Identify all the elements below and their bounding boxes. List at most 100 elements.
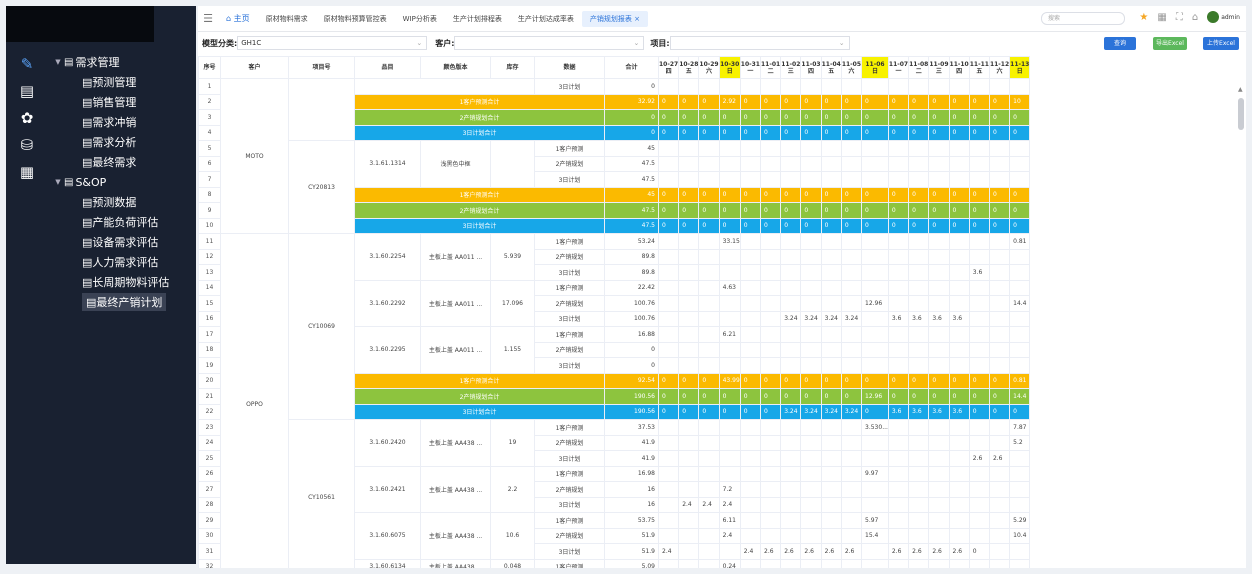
date-cell[interactable] [678, 481, 700, 498]
tab-0[interactable]: ⌂ 主页 [218, 13, 258, 24]
date-cell[interactable] [657, 496, 680, 513]
date-cell[interactable] [840, 465, 863, 482]
date-cell[interactable] [759, 310, 782, 327]
date-cell[interactable] [988, 543, 1011, 560]
date-cell[interactable]: 2.6 [968, 450, 990, 467]
date-cell[interactable] [887, 140, 910, 157]
date-cell[interactable]: 0.81 [1009, 233, 1031, 250]
date-cell[interactable] [698, 419, 720, 436]
date-cell[interactable] [739, 326, 762, 343]
date-cell[interactable] [820, 264, 842, 281]
date-cell[interactable] [800, 155, 822, 172]
date-cell[interactable] [1009, 264, 1031, 281]
date-cell[interactable] [1009, 279, 1031, 296]
date-cell[interactable]: 3.24 [840, 310, 863, 327]
date-cell[interactable] [908, 279, 930, 296]
date-header[interactable]: 11-04 五 [820, 56, 842, 79]
date-cell[interactable] [780, 264, 802, 281]
nav-item[interactable]: ▤预测数据 [52, 192, 192, 212]
date-cell[interactable]: 2.6 [908, 543, 930, 560]
date-cell[interactable] [820, 527, 842, 544]
date-cell[interactable] [820, 419, 842, 436]
date-cell[interactable] [908, 558, 930, 568]
date-cell[interactable] [718, 171, 741, 188]
date-cell[interactable] [657, 419, 680, 436]
date-cell[interactable] [1009, 481, 1031, 498]
scroll-up-icon[interactable]: ▲ [1238, 86, 1243, 93]
date-cell[interactable] [698, 295, 720, 312]
date-cell[interactable] [988, 512, 1011, 529]
date-cell[interactable] [780, 465, 802, 482]
date-cell[interactable] [780, 248, 802, 265]
date-cell[interactable] [800, 481, 822, 498]
date-cell[interactable] [759, 357, 782, 374]
date-header[interactable]: 11-01 二 [759, 56, 782, 79]
date-cell[interactable] [657, 264, 680, 281]
date-cell[interactable]: 2.4 [698, 496, 720, 513]
date-cell[interactable] [800, 419, 822, 436]
date-cell[interactable] [928, 357, 950, 374]
date-cell[interactable] [948, 264, 970, 281]
date-cell[interactable] [759, 512, 782, 529]
date-cell[interactable] [948, 155, 970, 172]
date-cell[interactable] [887, 512, 910, 529]
date-cell[interactable] [840, 171, 863, 188]
date-cell[interactable] [739, 155, 762, 172]
date-cell[interactable] [780, 357, 802, 374]
date-cell[interactable] [820, 481, 842, 498]
date-cell[interactable] [739, 279, 762, 296]
date-cell[interactable] [887, 558, 910, 568]
column-header[interactable]: 颜色版本 [420, 56, 491, 79]
username[interactable]: admin [1221, 13, 1240, 21]
date-cell[interactable] [840, 326, 863, 343]
date-cell[interactable] [948, 233, 970, 250]
menu-toggle-icon[interactable]: ☰ [203, 12, 213, 25]
date-cell[interactable] [820, 248, 842, 265]
date-cell[interactable] [840, 512, 863, 529]
date-cell[interactable] [948, 419, 970, 436]
date-cell[interactable] [657, 233, 680, 250]
date-cell[interactable] [1009, 248, 1031, 265]
date-cell[interactable] [800, 496, 822, 513]
nav-group-0[interactable]: ▼ ▤ 需求管理 [52, 52, 192, 72]
date-cell[interactable] [759, 434, 782, 451]
date-cell[interactable] [968, 419, 990, 436]
date-cell[interactable] [698, 527, 720, 544]
date-cell[interactable] [657, 326, 680, 343]
date-cell[interactable] [948, 295, 970, 312]
date-cell[interactable] [948, 465, 970, 482]
date-cell[interactable] [1009, 496, 1031, 513]
date-cell[interactable] [657, 279, 680, 296]
date-cell[interactable]: 2.4 [678, 496, 700, 513]
date-cell[interactable] [698, 543, 720, 560]
date-cell[interactable] [780, 140, 802, 157]
date-cell[interactable] [678, 310, 700, 327]
date-cell[interactable] [678, 295, 700, 312]
date-cell[interactable] [657, 465, 680, 482]
date-cell[interactable] [698, 310, 720, 327]
date-cell[interactable] [820, 496, 842, 513]
date-cell[interactable] [718, 419, 741, 436]
date-cell[interactable] [718, 310, 741, 327]
date-cell[interactable] [840, 140, 863, 157]
column-header[interactable]: 合计 [604, 56, 659, 79]
column-header[interactable]: 序号 [198, 56, 221, 79]
date-cell[interactable] [908, 326, 930, 343]
date-cell[interactable] [840, 264, 863, 281]
date-cell[interactable]: 3.6 [968, 264, 990, 281]
date-cell[interactable] [820, 341, 842, 358]
date-cell[interactable]: 3.6 [928, 310, 950, 327]
date-cell[interactable] [698, 357, 720, 374]
date-cell[interactable]: 33.15 [718, 233, 741, 250]
date-cell[interactable] [968, 496, 990, 513]
date-cell[interactable] [968, 434, 990, 451]
date-cell[interactable]: 6.11 [718, 512, 741, 529]
date-cell[interactable] [800, 279, 822, 296]
date-cell[interactable] [887, 357, 910, 374]
date-cell[interactable]: 3.24 [820, 310, 842, 327]
date-cell[interactable] [948, 279, 970, 296]
date-cell[interactable]: 3.24 [780, 310, 802, 327]
date-cell[interactable] [780, 233, 802, 250]
date-cell[interactable] [739, 558, 762, 568]
date-cell[interactable] [968, 481, 990, 498]
